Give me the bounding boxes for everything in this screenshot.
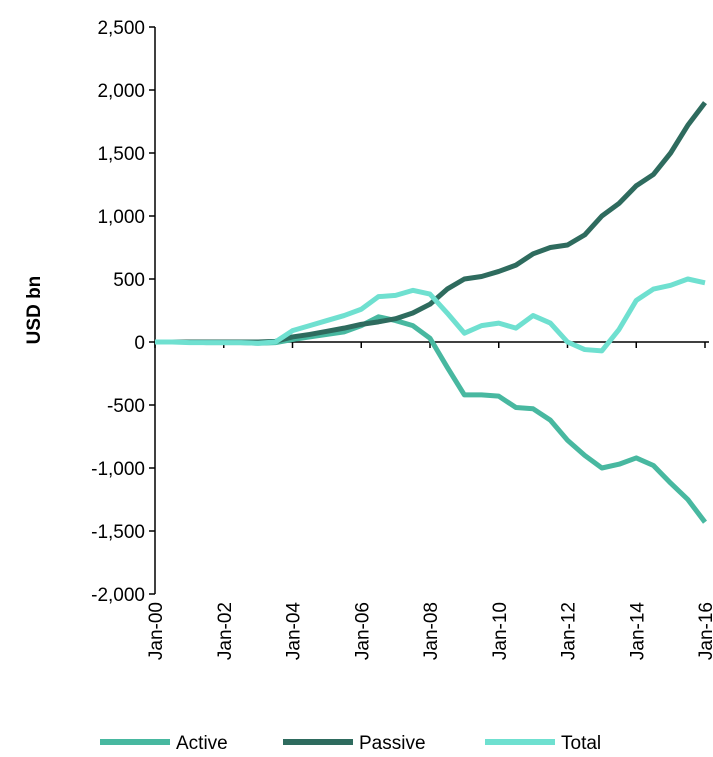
legend-label: Active	[176, 733, 228, 754]
line-series	[155, 276, 706, 354]
y-tick-label: -1,000	[91, 459, 145, 480]
x-tick-label: Jan-00	[146, 602, 167, 660]
legend-label: Total	[561, 733, 601, 754]
y-tick-label: 2,500	[97, 18, 145, 39]
x-tick-label: Jan-12	[559, 602, 580, 660]
x-tick-label: Jan-08	[421, 602, 442, 660]
y-axis-label: USD bn	[24, 276, 45, 345]
y-tick-label: -1,500	[91, 522, 145, 543]
legend-label: Passive	[359, 733, 426, 754]
y-tick-label: 0	[134, 333, 145, 354]
line-series	[155, 101, 707, 345]
x-tick-label: Jan-06	[352, 602, 373, 660]
x-tick-label: Jan-14	[627, 602, 648, 661]
y-tick-label: 1,500	[97, 144, 145, 165]
y-tick-label: 500	[113, 270, 145, 291]
y-tick-label: -2,000	[91, 585, 145, 606]
x-tick-label: Jan-02	[215, 602, 236, 660]
x-tick-label: Jan-10	[490, 602, 511, 660]
x-tick-label: Jan-16	[696, 602, 713, 660]
y-tick-label: 1,000	[97, 207, 145, 228]
y-tick-label: 2,000	[97, 81, 145, 102]
x-tick-label: Jan-04	[284, 602, 305, 661]
y-tick-label: -500	[107, 396, 145, 417]
